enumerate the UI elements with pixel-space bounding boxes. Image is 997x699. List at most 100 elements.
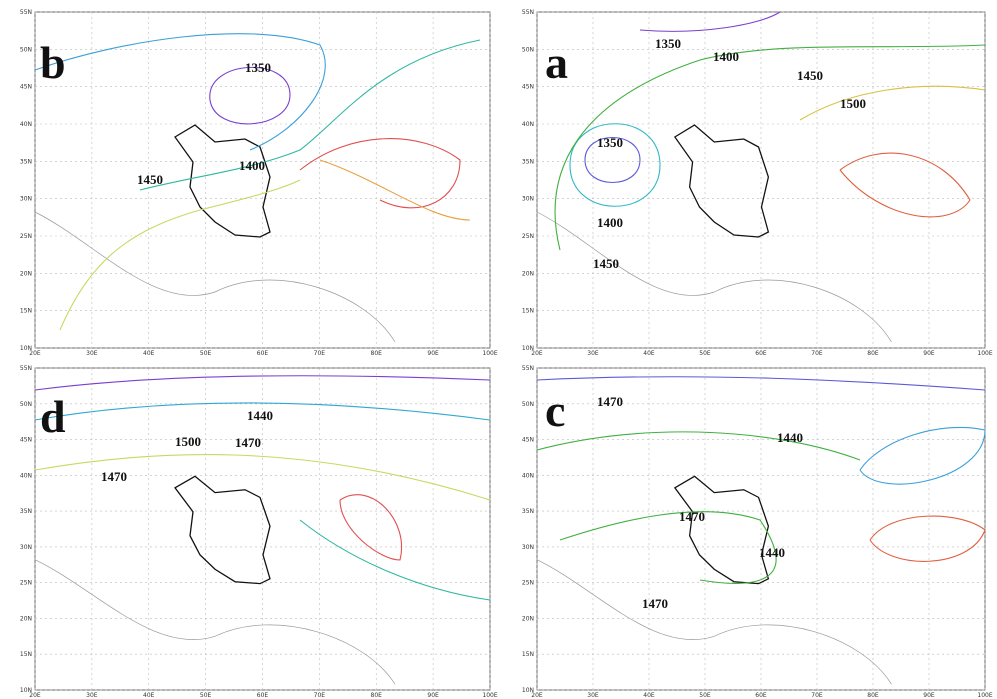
lat-label: 35N xyxy=(20,508,32,515)
lat-label: 20N xyxy=(20,270,32,277)
lon-label: 100E xyxy=(977,350,992,357)
contour-line xyxy=(536,376,986,391)
panel-letter: d xyxy=(40,391,66,442)
lon-label: 50E xyxy=(699,692,711,699)
lon-label: 90E xyxy=(923,350,935,357)
lat-label: 30N xyxy=(20,196,32,203)
contour-label: 1440 xyxy=(759,545,785,560)
contour-label: 1450 xyxy=(797,68,823,83)
contour-line xyxy=(34,402,491,421)
lon-label: 90E xyxy=(427,692,439,699)
panel-letter: a xyxy=(545,37,568,88)
lon-label: 80E xyxy=(867,350,879,357)
contour-line xyxy=(639,11,781,32)
contour-label: 1440 xyxy=(247,408,273,423)
lat-label: 50N xyxy=(20,401,32,408)
lat-label: 15N xyxy=(522,308,534,315)
iran-border xyxy=(673,475,770,585)
lat-label: 40N xyxy=(20,121,32,128)
lat-label: 25N xyxy=(20,233,32,240)
lon-label: 70E xyxy=(314,692,326,699)
contour-line xyxy=(859,426,986,485)
lat-label: 40N xyxy=(522,472,534,479)
lat-label: 50N xyxy=(20,46,32,53)
contour-label: 1400 xyxy=(713,49,739,64)
lon-label: 20E xyxy=(29,350,41,357)
lat-label: 25N xyxy=(522,233,534,240)
lat-label: 30N xyxy=(20,544,32,551)
contour-line xyxy=(209,66,291,125)
lon-label: 30E xyxy=(587,692,599,699)
contour-label: 1500 xyxy=(175,434,201,449)
lat-label: 20N xyxy=(522,270,534,277)
coastline xyxy=(34,211,396,343)
lat-label: 30N xyxy=(522,196,534,203)
contour-line xyxy=(299,138,461,209)
iran-border xyxy=(174,475,271,585)
lon-label: 50E xyxy=(200,692,212,699)
contour-label: 1450 xyxy=(593,256,619,271)
lat-label: 50N xyxy=(522,46,534,53)
lon-label: 20E xyxy=(531,692,543,699)
contour-label: 1500 xyxy=(840,96,866,111)
lat-label: 55N xyxy=(20,365,32,372)
lat-label: 25N xyxy=(20,580,32,587)
lat-label: 25N xyxy=(522,580,534,587)
lat-label: 55N xyxy=(20,9,32,16)
lat-label: 30N xyxy=(522,544,534,551)
lat-label: 15N xyxy=(20,651,32,658)
lat-label: 15N xyxy=(522,651,534,658)
panel-letter: b xyxy=(40,37,66,88)
contour-label: 1350 xyxy=(597,135,623,150)
lat-label: 55N xyxy=(522,9,534,16)
lat-label: 45N xyxy=(20,84,32,91)
coastline xyxy=(34,559,396,685)
lat-label: 10N xyxy=(522,345,534,352)
iran-border xyxy=(673,124,770,238)
lon-label: 40E xyxy=(143,692,155,699)
lat-label: 45N xyxy=(522,84,534,91)
contour-line xyxy=(554,44,986,251)
lon-label: 30E xyxy=(86,692,98,699)
lat-label: 45N xyxy=(20,437,32,444)
lat-label: 40N xyxy=(522,121,534,128)
lat-label: 35N xyxy=(522,158,534,165)
lon-label: 60E xyxy=(755,692,767,699)
lon-label: 60E xyxy=(257,692,269,699)
contour-label: 1470 xyxy=(597,394,623,409)
contour-line xyxy=(34,454,491,501)
lon-label: 80E xyxy=(371,692,383,699)
contour-line xyxy=(299,519,491,601)
lon-label: 30E xyxy=(86,350,98,357)
contour-line xyxy=(569,123,661,207)
contour-line xyxy=(34,33,326,151)
contour-line xyxy=(536,431,861,461)
lon-label: 70E xyxy=(811,692,823,699)
lon-label: 20E xyxy=(29,692,41,699)
lon-label: 90E xyxy=(427,350,439,357)
lon-label: 90E xyxy=(923,692,935,699)
contour-label: 1440 xyxy=(777,430,803,445)
lat-label: 45N xyxy=(522,437,534,444)
panel-letter: c xyxy=(545,385,565,436)
contour-line xyxy=(139,39,481,191)
contour-label: 1470 xyxy=(235,435,261,450)
lon-label: 40E xyxy=(143,350,155,357)
lon-label: 60E xyxy=(755,350,767,357)
contour-line xyxy=(584,137,641,183)
contour-line xyxy=(869,515,986,562)
lon-label: 20E xyxy=(531,350,543,357)
contour-line xyxy=(339,494,403,561)
lat-label: 15N xyxy=(20,308,32,315)
contour-line xyxy=(559,511,777,584)
lat-label: 10N xyxy=(20,345,32,352)
lon-label: 100E xyxy=(482,350,497,357)
lon-label: 40E xyxy=(643,350,655,357)
lat-label: 35N xyxy=(522,508,534,515)
coastline xyxy=(536,559,892,685)
contour-label: 1450 xyxy=(137,172,163,187)
